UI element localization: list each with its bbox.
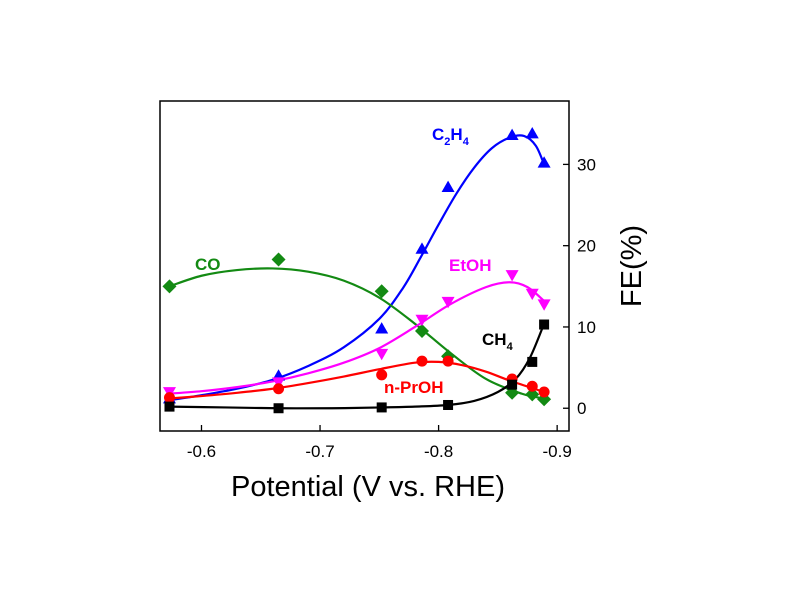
marker-nproh bbox=[273, 383, 285, 395]
series-label-etoh: EtOH bbox=[449, 256, 492, 275]
x-axis-title: Potential (V vs. RHE) bbox=[231, 471, 505, 503]
marker-ch4 bbox=[443, 399, 454, 410]
marker-ch4 bbox=[164, 401, 175, 412]
marker-c2h4 bbox=[505, 128, 519, 141]
x-tick-label: -0.8 bbox=[424, 442, 453, 461]
marker-co bbox=[525, 387, 540, 402]
marker-etoh bbox=[272, 377, 286, 389]
marker-nproh bbox=[538, 386, 550, 398]
x-tick-label: -0.6 bbox=[187, 442, 216, 461]
y-axis-ticks: 0 10 20 30 bbox=[563, 155, 596, 418]
marker-c2h4 bbox=[537, 156, 551, 168]
marker-co bbox=[414, 324, 429, 339]
curve-etoh bbox=[169, 281, 545, 395]
marker-c2h4 bbox=[525, 127, 539, 139]
marker-ch4 bbox=[527, 356, 538, 367]
x-tick-label: -0.9 bbox=[542, 442, 571, 461]
marker-etoh bbox=[525, 288, 539, 301]
plot-frame bbox=[159, 100, 570, 432]
y-tick-label: 10 bbox=[577, 318, 596, 337]
marker-co bbox=[374, 284, 389, 299]
marker-etoh bbox=[441, 296, 455, 309]
x-axis-ticks: -0.6 -0.7 -0.8 -0.9 bbox=[187, 425, 572, 461]
marker-co bbox=[271, 252, 286, 267]
series-label-c2h4: C2H4 bbox=[432, 125, 470, 148]
marker-nproh bbox=[526, 380, 538, 392]
marker-c2h4 bbox=[441, 180, 455, 193]
marker-etoh bbox=[505, 270, 519, 282]
marker-etoh bbox=[415, 314, 429, 327]
marker-ch4 bbox=[539, 319, 550, 330]
y-tick-label: 20 bbox=[577, 237, 596, 256]
marker-nproh bbox=[163, 392, 175, 404]
marker-c2h4 bbox=[415, 242, 429, 254]
marker-nproh bbox=[376, 369, 388, 381]
marker-nproh bbox=[416, 355, 428, 367]
data-markers bbox=[162, 127, 552, 414]
marker-c2h4 bbox=[375, 322, 389, 334]
series-label-co: CO bbox=[195, 255, 221, 274]
series-label-nproh: n-PrOH bbox=[384, 378, 444, 397]
marker-etoh bbox=[537, 299, 551, 311]
marker-etoh bbox=[375, 348, 389, 361]
marker-ch4 bbox=[273, 403, 284, 414]
marker-nproh bbox=[442, 355, 454, 367]
curve-nproh bbox=[169, 360, 545, 400]
y-axis-title: FE(%) bbox=[616, 225, 648, 307]
marker-ch4 bbox=[376, 402, 387, 413]
x-tick-label: -0.7 bbox=[305, 442, 334, 461]
curve-co bbox=[169, 267, 545, 400]
marker-ch4 bbox=[507, 379, 518, 390]
marker-co bbox=[162, 279, 177, 294]
y-tick-label: 30 bbox=[577, 155, 596, 174]
y-tick-label: 0 bbox=[577, 399, 586, 418]
series-label-ch4: CH4 bbox=[482, 330, 514, 353]
